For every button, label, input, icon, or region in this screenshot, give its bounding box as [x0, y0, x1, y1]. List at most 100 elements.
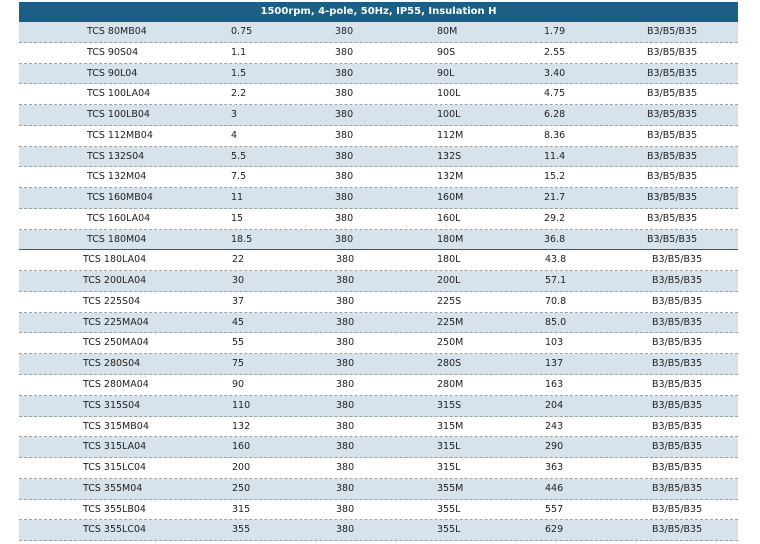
table-row: TCS 160LA04 15 380 160L 29.2 B3/B5/B35	[19, 209, 738, 230]
voltage-cell: 380	[336, 358, 355, 370]
current-cell: 29.2	[544, 212, 566, 224]
voltage-cell: 380	[335, 150, 354, 162]
table-row: TCS 112MB04 4 380 112M 8.36 B3/B5/B35	[19, 126, 738, 147]
model-cell: TCS 100LB04	[87, 109, 150, 121]
mounting-cell: B3/B5/B35	[652, 503, 703, 515]
voltage-cell: 380	[335, 233, 354, 245]
power-cell: 1.5	[231, 67, 247, 79]
current-cell: 137	[545, 358, 564, 370]
current-cell: 1.79	[544, 26, 566, 37]
power-cell: 160	[232, 441, 251, 453]
voltage-cell: 380	[335, 212, 354, 224]
voltage-cell: 380	[335, 26, 354, 37]
model-cell: TCS 90S04	[87, 46, 139, 58]
table-row: TCS 355LB04 315 380 355L 557 B3/B5/B35	[19, 500, 738, 521]
model-cell: TCS 100LA04	[87, 88, 151, 100]
current-cell: 11.4	[544, 150, 566, 162]
mounting-cell: B3/B5/B35	[652, 337, 703, 349]
table-row: TCS 100LA04 2.2 380 100L 4.75 B3/B5/B35	[19, 84, 738, 106]
mounting-cell: B3/B5/B35	[647, 233, 698, 245]
voltage-cell: 380	[336, 275, 355, 287]
power-cell: 11	[231, 192, 244, 204]
power-cell: 315	[232, 503, 251, 515]
model-cell: TCS 80MB04	[87, 26, 147, 37]
mounting-cell: B3/B5/B35	[652, 482, 703, 494]
table-row: TCS 250MA04 55 380 250M 103 B3/B5/B35	[19, 333, 738, 355]
frame-cell: 280M	[437, 379, 464, 391]
voltage-cell: 380	[336, 503, 355, 515]
power-cell: 90	[232, 379, 245, 391]
voltage-cell: 380	[336, 337, 355, 349]
power-cell: 2.2	[231, 88, 247, 100]
frame-cell: 180M	[437, 233, 464, 245]
mounting-cell: B3/B5/B35	[652, 275, 703, 287]
voltage-cell: 380	[335, 129, 354, 141]
table-body: TCS 80MB04 0.75 380 80M 1.79 B3/B5/B35 TCS 90S…	[19, 22, 738, 542]
motor-spec-table: 1500rpm, 4-pole, 50Hz, IP55, Insulation …	[19, 2, 738, 542]
model-cell: TCS 225MA04	[83, 316, 149, 328]
model-cell: TCS 280S04	[83, 358, 141, 370]
frame-cell: 315L	[437, 462, 461, 474]
frame-cell: 225S	[437, 295, 462, 307]
current-cell: 21.7	[544, 192, 566, 204]
voltage-cell: 380	[335, 46, 354, 58]
mounting-cell: B3/B5/B35	[647, 26, 698, 37]
power-cell: 37	[232, 295, 245, 307]
table-title: 1500rpm, 4-pole, 50Hz, IP55, Insulation …	[19, 2, 738, 22]
current-cell: 4.75	[544, 88, 566, 100]
model-cell: TCS 315LC04	[83, 462, 147, 474]
power-cell: 7.5	[231, 171, 247, 183]
current-cell: 15.2	[544, 171, 566, 183]
frame-cell: 80M	[437, 26, 458, 37]
current-cell: 446	[545, 482, 564, 494]
voltage-cell: 380	[335, 171, 354, 183]
power-cell: 55	[232, 337, 245, 349]
voltage-cell: 380	[336, 295, 355, 307]
power-cell: 200	[232, 462, 251, 474]
frame-cell: 90S	[437, 46, 456, 58]
table-row: TCS 225S04 37 380 225S 70.8 B3/B5/B35	[19, 292, 738, 313]
table-row: TCS 280S04 75 380 280S 137 B3/B5/B35	[19, 354, 738, 376]
mounting-cell: B3/B5/B35	[652, 420, 703, 432]
table-row: TCS 315LA04 160 380 315L 290 B3/B5/B35	[19, 437, 738, 459]
table-row: TCS 315S04 110 380 315S 204 B3/B5/B35	[19, 395, 738, 417]
power-cell: 110	[232, 399, 251, 411]
voltage-cell: 380	[336, 524, 355, 536]
current-cell: 103	[545, 337, 564, 349]
voltage-cell: 380	[335, 88, 354, 100]
power-cell: 30	[232, 275, 245, 287]
model-cell: TCS 200LA04	[83, 275, 147, 287]
frame-cell: 315M	[437, 420, 464, 432]
model-cell: TCS 315MB04	[83, 420, 149, 432]
model-cell: TCS 112MB04	[87, 129, 153, 141]
current-cell: 3.40	[544, 67, 566, 79]
table-row: TCS 355M04 250 380 355M 446 B3/B5/B35	[19, 478, 738, 500]
mounting-cell: B3/B5/B35	[652, 441, 703, 453]
power-cell: 4	[231, 129, 238, 141]
current-cell: 85.0	[545, 316, 567, 328]
power-cell: 355	[232, 524, 251, 536]
frame-cell: 355L	[437, 524, 461, 536]
current-cell: 2.55	[544, 46, 566, 58]
power-cell: 132	[232, 420, 251, 432]
frame-cell: 90L	[437, 67, 455, 79]
frame-cell: 315S	[437, 399, 462, 411]
voltage-cell: 380	[336, 254, 355, 266]
mounting-cell: B3/B5/B35	[652, 462, 703, 474]
model-cell: TCS 315LA04	[83, 441, 147, 453]
model-cell: TCS 315S04	[83, 399, 141, 411]
frame-cell: 200L	[437, 275, 461, 287]
frame-cell: 160L	[437, 212, 461, 224]
table-row: TCS 280MA04 90 380 280M 163 B3/B5/B35	[19, 375, 738, 396]
voltage-cell: 380	[336, 420, 355, 432]
frame-cell: 132M	[437, 171, 464, 183]
table-row: TCS 90L04 1.5 380 90L 3.40 B3/B5/B35	[19, 63, 738, 85]
power-cell: 15	[231, 212, 244, 224]
model-cell: TCS 132S04	[87, 150, 145, 162]
frame-cell: 250M	[437, 337, 464, 349]
power-cell: 1.1	[231, 46, 247, 58]
mounting-cell: B3/B5/B35	[652, 379, 703, 391]
mounting-cell: B3/B5/B35	[647, 150, 698, 162]
table-row: TCS 180LA04 22 380 180L 43.8 B3/B5/B35	[19, 250, 738, 272]
power-cell: 45	[232, 316, 245, 328]
